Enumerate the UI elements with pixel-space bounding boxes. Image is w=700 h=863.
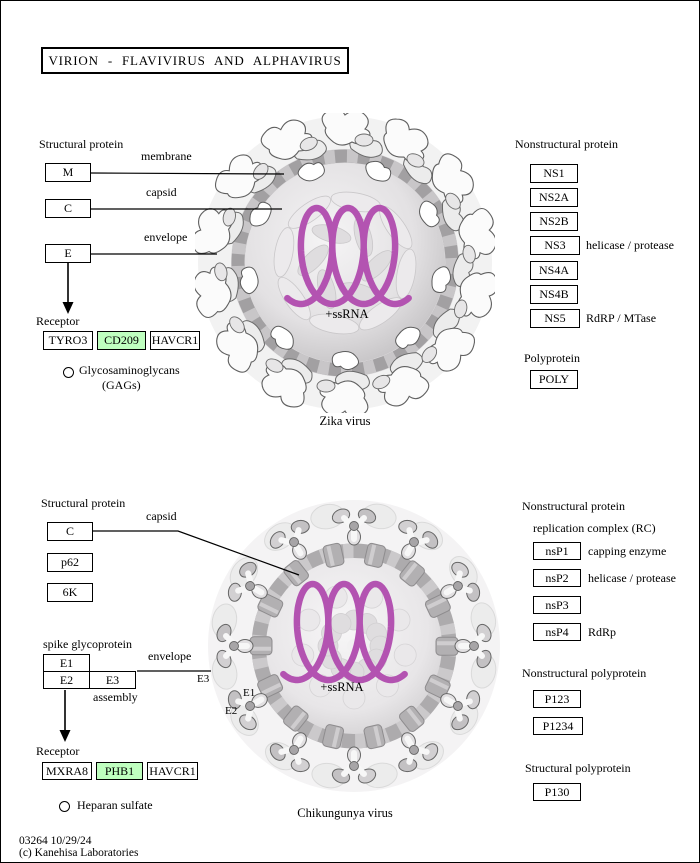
gene-box-E2[interactable]: E2 — [43, 671, 90, 689]
virion-label-e1: E1 — [243, 687, 256, 699]
annotation-nsp2: helicase / protease — [588, 571, 676, 585]
gene-box-CD209[interactable]: CD209 — [97, 331, 146, 350]
glycan-circle-icon — [63, 367, 74, 378]
virion-label-e2: E2 — [225, 705, 238, 717]
rna-coil — [280, 580, 408, 684]
gene-box-E3[interactable]: E3 — [89, 671, 136, 689]
section-structural-protein-flavi: Structural protein — [39, 137, 124, 151]
gene-box-6K[interactable]: 6K — [47, 583, 93, 602]
gag-label-line1: Glycosaminoglycans — [79, 363, 180, 377]
virus-caption-zika: Zika virus — [319, 414, 371, 428]
annotation-envelope-flavi: envelope — [144, 230, 188, 244]
annotation-nsp4: RdRp — [588, 625, 617, 639]
membrane-line — [90, 172, 285, 175]
map-id-date: 03264 10/29/24 — [19, 835, 92, 847]
capsid-line-alpha — [93, 530, 300, 576]
gene-box-NS1[interactable]: NS1 — [530, 164, 578, 183]
gene-box-NS2A[interactable]: NS2A — [530, 188, 578, 207]
heparan-sulfate-label: Heparan sulfate — [77, 798, 153, 812]
gene-box-C-flavi[interactable]: C — [45, 199, 91, 218]
gene-box-M[interactable]: M — [45, 163, 91, 182]
gene-box-HAVCR1-flavi[interactable]: HAVCR1 — [150, 331, 200, 350]
receptor-heading-flavi: Receptor — [36, 314, 80, 328]
virus-caption-chikungunya: Chikungunya virus — [297, 806, 393, 820]
arrowhead-icon — [62, 302, 74, 314]
gene-box-NS5[interactable]: NS5 — [530, 309, 580, 328]
s-polyprotein-heading: Structural polyprotein — [525, 761, 631, 775]
spike-glycoprotein-heading: spike glycoprotein — [43, 637, 132, 651]
rna-coil — [284, 204, 412, 308]
annotation-nsp1: capping enzyme — [588, 544, 667, 558]
gene-box-MXRA8[interactable]: MXRA8 — [42, 762, 92, 780]
gag-label-line2: (GAGs) — [102, 378, 141, 392]
annotation-membrane: membrane — [141, 149, 192, 163]
gene-box-P1234[interactable]: P1234 — [533, 717, 583, 735]
section-structural-protein-alpha: Structural protein — [41, 496, 126, 510]
gene-box-NS4A[interactable]: NS4A — [530, 261, 578, 280]
gene-box-NS4B[interactable]: NS4B — [530, 285, 578, 304]
rna-label-alpha: +ssRNA — [320, 680, 364, 694]
gene-box-POLY[interactable]: POLY — [530, 370, 578, 389]
annotation-assembly: assembly — [93, 690, 138, 704]
gene-box-nsP4[interactable]: nsP4 — [533, 623, 581, 641]
annotation-ns3: helicase / protease — [586, 238, 674, 252]
section-nonstructural-alpha: Nonstructural protein — [522, 499, 625, 513]
gene-box-nsP1[interactable]: nsP1 — [533, 542, 581, 560]
gene-box-C-alpha[interactable]: C — [47, 522, 93, 541]
gene-box-NS3[interactable]: NS3 — [530, 236, 580, 255]
annotation-capsid-alpha: capsid — [146, 509, 177, 523]
gene-box-P123[interactable]: P123 — [533, 690, 581, 708]
replication-complex-heading: replication complex (RC) — [533, 521, 656, 535]
gene-box-NS2B[interactable]: NS2B — [530, 212, 578, 231]
gene-box-E1[interactable]: E1 — [43, 654, 90, 672]
gene-box-P130[interactable]: P130 — [533, 783, 581, 801]
polyprotein-heading: Polyprotein — [524, 351, 580, 365]
rna-label-flavi: +ssRNA — [325, 307, 369, 321]
copyright: (c) Kanehisa Laboratories — [19, 847, 139, 859]
gene-box-nsP3[interactable]: nsP3 — [533, 596, 581, 614]
gene-box-E[interactable]: E — [45, 244, 91, 263]
annotation-envelope-alpha: envelope — [148, 649, 192, 663]
gene-box-nsP2[interactable]: nsP2 — [533, 569, 581, 587]
section-nonstructural-flavi: Nonstructural protein — [515, 137, 618, 151]
zika-virion-illustration — [195, 113, 495, 413]
gene-box-HAVCR1-alpha[interactable]: HAVCR1 — [147, 762, 198, 780]
chikungunya-virion-illustration — [208, 500, 500, 792]
annotation-capsid-flavi: capsid — [146, 185, 177, 199]
gene-box-PHB1[interactable]: PHB1 — [96, 762, 143, 780]
arrowhead-icon — [59, 730, 71, 742]
gene-box-p62[interactable]: p62 — [47, 553, 93, 572]
gene-box-TYRO3[interactable]: TYRO3 — [43, 331, 93, 350]
ns-polyprotein-heading: Nonstructural polyprotein — [522, 666, 647, 680]
annotation-ns5: RdRP / MTase — [586, 311, 657, 325]
page-title: VIRION - FLAVIVIRUS AND ALPHAVIRUS — [41, 47, 349, 74]
glycan-circle-icon — [59, 801, 70, 812]
virion-label-e3: E3 — [197, 673, 210, 685]
receptor-heading-alpha: Receptor — [36, 744, 80, 758]
